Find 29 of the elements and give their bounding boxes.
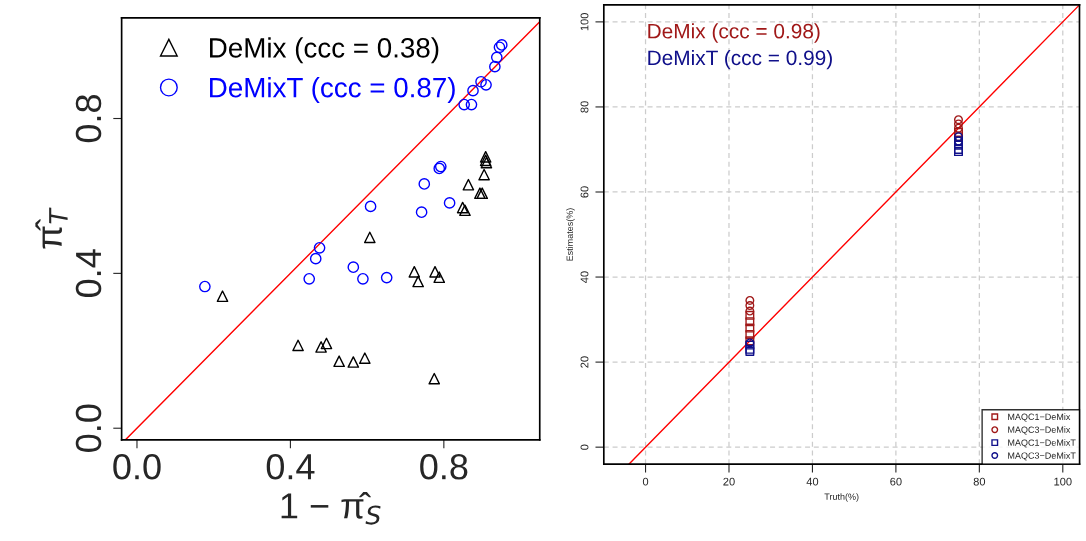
x-tick-label: 20 — [723, 477, 735, 486]
y-axis-title: Estimates(%) — [566, 208, 575, 261]
annotation: DeMix (ccc = 0.98) — [648, 23, 820, 43]
x-tick-label: 80 — [973, 477, 986, 486]
x-tick-label: 0.0 — [113, 453, 161, 480]
y-tick-label: 20 — [580, 356, 589, 368]
legend-label: MAQC3−DeMix — [1008, 426, 1071, 435]
y-tick-label: 80 — [580, 101, 589, 113]
y-tick-label: 0.4 — [75, 249, 102, 298]
x-axis-title: 1 − π̂$_{S}$ — [281, 492, 381, 525]
x-tick-label: 60 — [890, 477, 902, 486]
x-tick-label: 0.8 — [420, 453, 468, 480]
x-tick-label: 0.4 — [266, 453, 315, 480]
y-tick-label: 0 — [580, 444, 589, 450]
y-tick-label: 100 — [580, 13, 589, 31]
legend-label: MAQC1−DeMix — [1008, 413, 1071, 422]
x-tick-label: 100 — [1054, 477, 1072, 486]
y-tick-label: 0.8 — [75, 94, 102, 143]
x-tick-label: 40 — [806, 477, 819, 486]
legend-label: DeMix (ccc = 0.38) — [210, 37, 439, 64]
legend-label: MAQC3−DeMixT — [1008, 452, 1076, 461]
y-axis-title: π̂$_{T}$ — [35, 207, 68, 249]
y-tick-label: 60 — [580, 186, 589, 198]
annotation: DeMixT (ccc = 0.99) — [648, 49, 832, 70]
legend-label: DeMixT (ccc = 0.87) — [210, 77, 455, 103]
legend-label: MAQC1−DeMixT — [1008, 439, 1076, 448]
x-axis-title: Truth(%) — [824, 493, 859, 502]
y-tick-label: 40 — [580, 271, 589, 283]
x-tick-label: 0 — [642, 477, 649, 486]
